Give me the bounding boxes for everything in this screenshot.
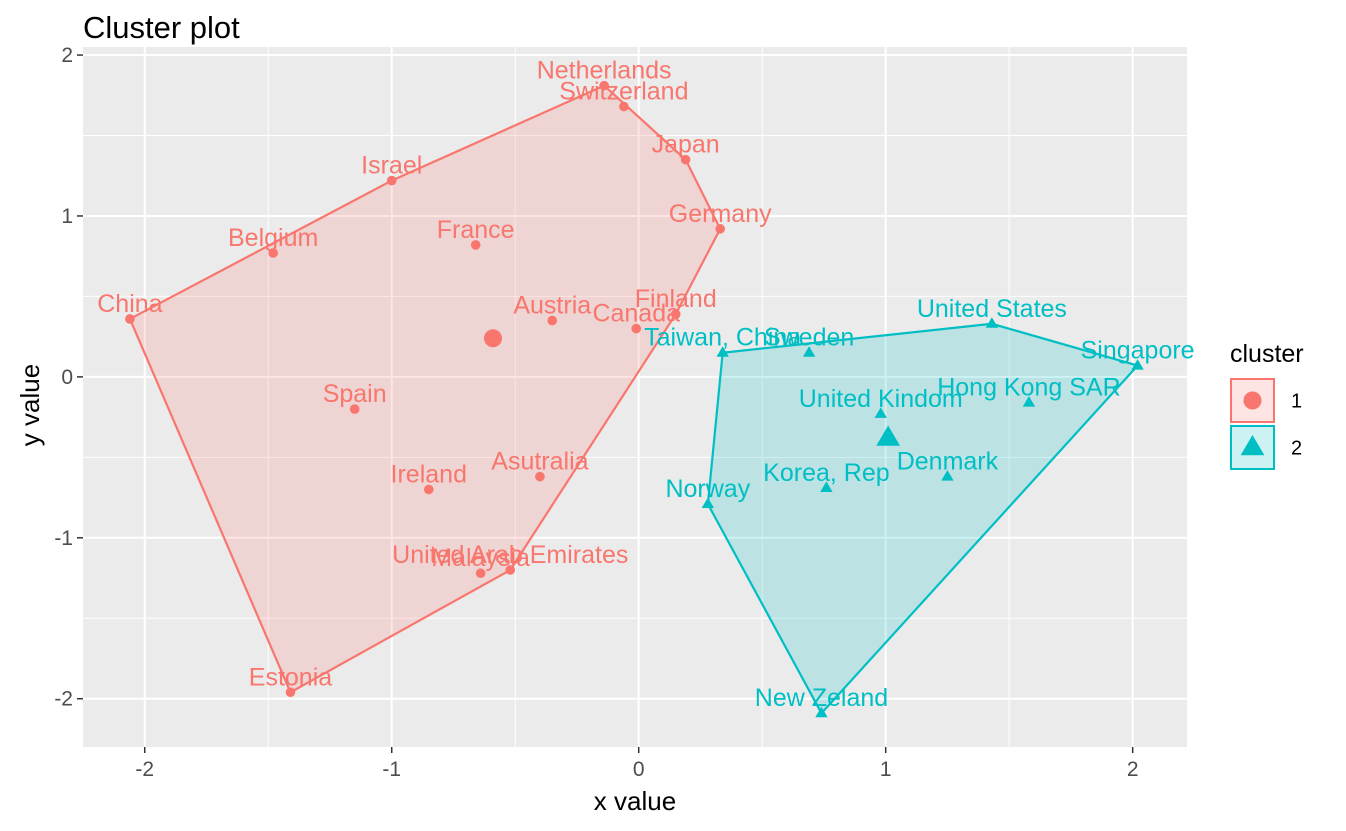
chart-title: Cluster plot (83, 10, 240, 45)
cluster-1-point (505, 565, 516, 575)
cluster-1-point (475, 568, 486, 579)
point-label: Germany (669, 200, 772, 228)
x-tick-label: 0 (633, 758, 645, 781)
x-axis-title: x value (594, 786, 676, 816)
cluster-1-point (547, 315, 558, 326)
x-tick-label: 2 (1127, 758, 1139, 781)
cluster-2-point (815, 706, 828, 718)
legend-label-1: 1 (1291, 391, 1302, 413)
point-label: Estonia (249, 663, 332, 691)
legend-key-2-triangle (1240, 435, 1265, 456)
cluster-1-point (349, 404, 360, 414)
cluster-1-point (285, 687, 296, 698)
point-label: United Kindom (799, 385, 963, 413)
grid-minor (83, 47, 1187, 747)
cluster-1-point (619, 101, 629, 112)
cluster-2-point (1022, 396, 1036, 407)
cluster-1-point (631, 323, 642, 334)
point-label: Asutralia (491, 448, 588, 476)
y-tick-label: -1 (54, 527, 73, 550)
cluster-2-point (820, 481, 833, 492)
point-label: Canada (592, 300, 680, 328)
grid-major (83, 47, 1187, 747)
y-tick-label: 1 (61, 205, 73, 228)
cluster-1-point (535, 471, 545, 482)
point-label: United States (917, 295, 1067, 323)
point-label: Hong Kong SAR (937, 374, 1120, 402)
cluster-2-hull (706, 322, 1140, 716)
cluster-1-point (386, 175, 397, 186)
cluster-1-point (125, 314, 135, 324)
cluster-1-centroid (483, 329, 502, 348)
cluster-1-point (680, 154, 691, 165)
cluster-2-point (985, 317, 999, 328)
point-label: Austria (513, 292, 591, 320)
point-label: Korea, Rep (763, 459, 889, 487)
point-label: Denmark (897, 448, 999, 476)
point-label: Belgium (228, 224, 318, 252)
y-axis: -2 -1 0 1 2 (54, 44, 83, 711)
legend-title: cluster (1230, 340, 1304, 368)
cluster-2-point (941, 470, 954, 481)
cluster-1-point (715, 224, 726, 234)
x-tick-label: -2 (135, 758, 154, 781)
cluster-1-point (423, 484, 434, 495)
cluster-1-point (599, 80, 609, 91)
cluster-2-point (701, 497, 715, 509)
point-label: Singapore (1081, 337, 1195, 365)
data-points (125, 80, 1144, 718)
point-label: Spain (323, 380, 387, 408)
point-label: Norway (665, 475, 750, 503)
y-tick-label: 0 (61, 366, 73, 389)
cluster-2-point (716, 346, 729, 357)
x-tick-label: -1 (382, 758, 401, 781)
cluster-2-centroid (876, 425, 901, 446)
point-label: Israel (361, 152, 422, 180)
plot-panel (83, 47, 1187, 747)
legend-key-1-circle (1243, 391, 1262, 410)
cluster-2-point (1131, 359, 1144, 370)
point-label: Japan (652, 131, 720, 159)
point-label: Malaysia (431, 544, 530, 572)
legend-label-2: 2 (1291, 438, 1302, 460)
point-label: United Arab Emirates (392, 541, 628, 569)
x-tick-label: 1 (880, 758, 892, 781)
legend: cluster 1 2 (1230, 340, 1304, 470)
y-tick-label: 2 (61, 44, 73, 67)
x-axis: -2 -1 0 1 2 (135, 747, 1139, 781)
point-label: China (97, 290, 162, 318)
y-axis-title: y value (15, 364, 45, 446)
point-label: Sweden (764, 324, 854, 352)
cluster-centroids (483, 329, 901, 446)
point-label: Switzerland (559, 78, 688, 106)
y-tick-label: -2 (54, 688, 73, 711)
point-label: Ireland (391, 461, 467, 489)
point-label: New Zeland (755, 684, 888, 712)
cluster-1-point (470, 240, 481, 250)
point-label: Taiwan, China (644, 324, 801, 352)
cluster-hulls (128, 84, 1140, 716)
cluster-2-point (802, 346, 816, 357)
cluster-1-point (670, 309, 681, 319)
point-label: Netherlands (537, 57, 672, 85)
point-label: France (437, 216, 515, 244)
cluster-2-point (874, 407, 887, 418)
point-label: Finland (635, 285, 717, 313)
cluster-1-point (268, 248, 278, 258)
